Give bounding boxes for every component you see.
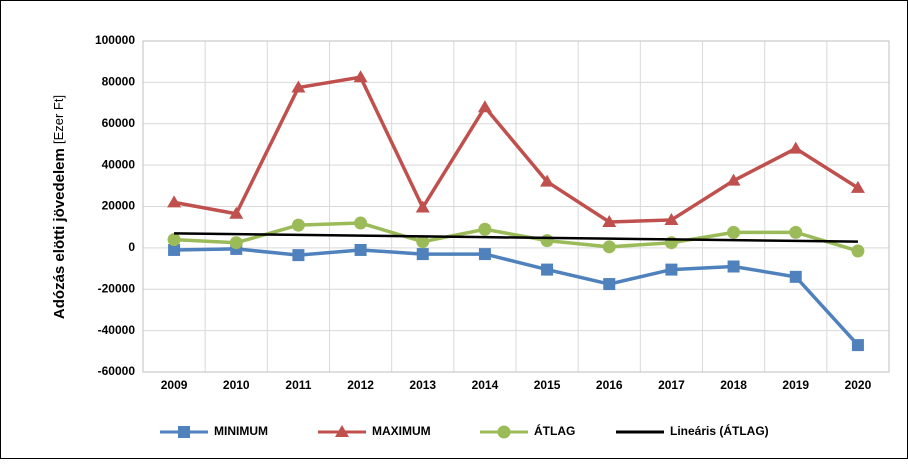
x-tick-label: 2009 bbox=[161, 378, 188, 392]
marker bbox=[789, 270, 802, 283]
marker bbox=[168, 243, 181, 256]
marker bbox=[665, 263, 678, 276]
y-tick-label: 0 bbox=[128, 240, 135, 254]
x-tick-label: 2011 bbox=[285, 378, 311, 392]
marker bbox=[229, 236, 243, 250]
marker bbox=[229, 206, 244, 219]
y-tick-label: 20000 bbox=[102, 199, 136, 213]
marker bbox=[167, 233, 181, 247]
plot-border bbox=[142, 40, 890, 373]
marker bbox=[664, 212, 679, 225]
x-tick-label: 2019 bbox=[782, 378, 809, 392]
y-tick-label: -60000 bbox=[98, 364, 136, 378]
y-tick-label: -20000 bbox=[98, 281, 136, 295]
marker bbox=[292, 249, 305, 262]
marker bbox=[335, 425, 349, 437]
legend-label: MAXIMUM bbox=[372, 424, 431, 438]
x-tick-label: 2020 bbox=[845, 378, 872, 392]
marker bbox=[291, 218, 305, 232]
y-tick-label: -40000 bbox=[98, 323, 136, 337]
marker bbox=[726, 173, 741, 186]
marker bbox=[851, 244, 865, 258]
series-line bbox=[174, 232, 858, 243]
marker bbox=[727, 260, 740, 273]
x-tick-label: 2012 bbox=[347, 378, 374, 392]
x-tick-label: 2016 bbox=[596, 378, 623, 392]
legend-label: Lineáris (ÁTLAG) bbox=[670, 423, 769, 438]
marker bbox=[291, 80, 306, 93]
series-line bbox=[173, 221, 859, 253]
marker bbox=[478, 222, 492, 236]
marker bbox=[850, 180, 865, 193]
marker bbox=[541, 263, 554, 276]
x-tick-label: 2018 bbox=[720, 378, 747, 392]
marker bbox=[851, 339, 864, 352]
x-tick-label: 2014 bbox=[472, 378, 499, 392]
y-label-unit: [Ezer Ft] bbox=[51, 95, 66, 144]
y-tick-label: 100000 bbox=[95, 33, 135, 47]
series-line bbox=[173, 75, 859, 224]
y-tick-label: 60000 bbox=[102, 116, 136, 130]
marker bbox=[416, 235, 430, 249]
marker bbox=[478, 248, 491, 261]
marker bbox=[789, 225, 803, 239]
y-axis-label: Adózás elötti jövedelem [Ezer Ft] bbox=[51, 95, 68, 319]
marker bbox=[602, 215, 617, 228]
marker bbox=[167, 195, 182, 208]
series-line bbox=[174, 247, 860, 347]
marker bbox=[354, 243, 367, 256]
marker bbox=[540, 234, 554, 248]
x-tick-label: 2017 bbox=[658, 378, 685, 392]
x-tick-label: 2013 bbox=[409, 378, 436, 392]
marker bbox=[603, 278, 616, 291]
legend-label: MINIMUM bbox=[214, 424, 268, 438]
y-tick-label: 80000 bbox=[102, 75, 136, 89]
y-tick-label: 40000 bbox=[102, 157, 136, 171]
y-label-text: Adózás elötti jövedelem bbox=[51, 148, 68, 319]
marker bbox=[727, 225, 741, 239]
marker bbox=[477, 100, 492, 113]
marker bbox=[415, 200, 430, 213]
marker bbox=[788, 141, 803, 154]
marker bbox=[416, 248, 429, 261]
marker bbox=[540, 174, 555, 187]
x-tick-label: 2010 bbox=[223, 378, 250, 392]
marker bbox=[497, 425, 511, 439]
marker bbox=[353, 70, 368, 83]
legend-label: ÁTLAG bbox=[534, 423, 575, 438]
marker bbox=[178, 426, 190, 438]
x-tick-label: 2015 bbox=[534, 378, 561, 392]
marker bbox=[354, 216, 368, 230]
marker bbox=[602, 240, 616, 254]
